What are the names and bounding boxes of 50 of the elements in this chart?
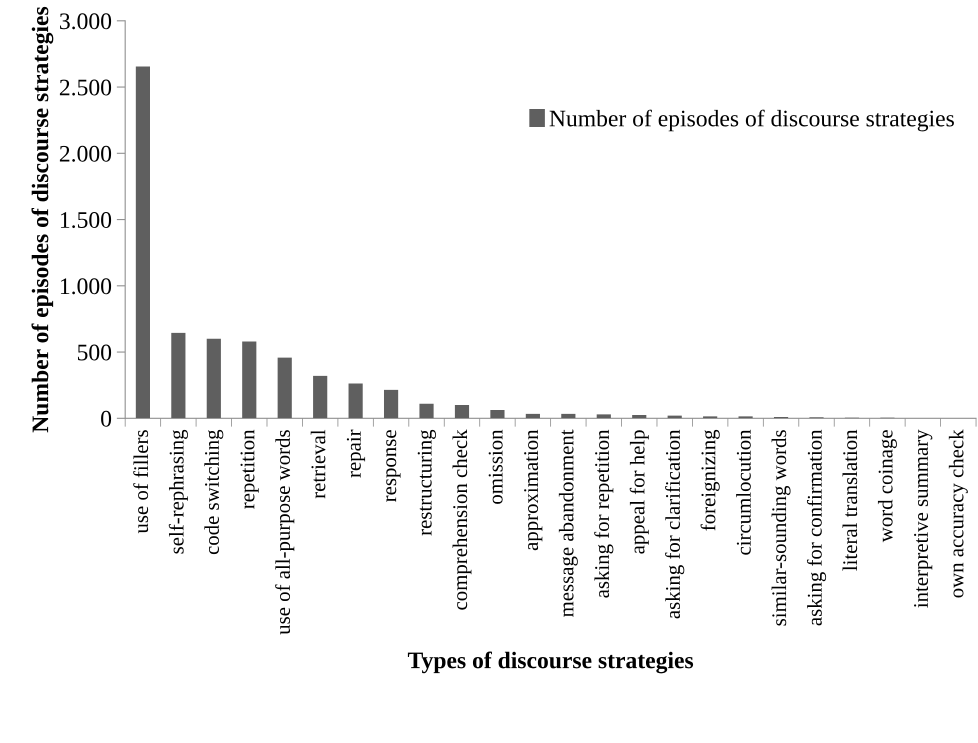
x-tick-label: self-rephrasing <box>168 430 188 554</box>
x-tick-label: appeal for help <box>630 430 649 554</box>
bar <box>596 414 611 418</box>
bar <box>242 341 256 418</box>
x-tick-label: circumlocution <box>736 430 751 555</box>
x-tick-label: use of fillers <box>133 430 148 534</box>
bar <box>490 410 505 418</box>
x-tick-label: interpretive summary <box>914 430 932 608</box>
x-tick-label: use of all-purpose words <box>275 430 294 635</box>
bar <box>454 405 470 418</box>
x-tick-label: approximation <box>524 430 542 550</box>
x-tick-label: asking for confirmation <box>806 430 826 626</box>
x-tick-label: repair <box>346 430 366 478</box>
y-axis-title: Number of episodes of discourse strategies <box>31 6 54 432</box>
x-tick-label: foreignizing <box>700 430 720 531</box>
x-tick-label: similar-sounding words <box>772 430 791 626</box>
x-tick-label: literal translation <box>842 430 858 571</box>
bar <box>526 414 540 418</box>
x-tick-label: code switching <box>204 430 224 554</box>
x-tick-label: asking for repetition <box>594 430 614 598</box>
x-tick-label: word coinage <box>878 430 897 542</box>
bar <box>313 376 328 418</box>
bar <box>206 338 221 418</box>
legend-label: Number of episodes of discourse strategies <box>550 110 954 132</box>
x-tick-label: retrieval <box>310 430 326 498</box>
x-tick-label: asking for clarification <box>665 430 684 618</box>
bar <box>171 332 186 418</box>
x-tick-label: restructuring <box>418 430 436 536</box>
x-tick-label: omission <box>488 430 503 504</box>
y-tick-label: 2.000 <box>60 146 112 162</box>
bar <box>419 404 434 418</box>
bar <box>136 66 150 418</box>
y-tick-label: 2.500 <box>60 80 112 96</box>
bar <box>278 358 292 418</box>
bar <box>384 390 398 418</box>
y-tick-label: 500 <box>78 344 112 360</box>
x-tick-label: message abandonment <box>558 430 578 618</box>
y-tick-label: 1.500 <box>60 212 112 228</box>
y-tick-label: 3.000 <box>60 13 112 30</box>
x-tick-label: repetition <box>240 430 259 509</box>
x-axis-title: Types of discourse strategies <box>408 651 694 674</box>
y-tick-label: 1.000 <box>60 278 112 294</box>
x-tick-label: own accuracy check <box>948 429 968 598</box>
bar <box>348 383 363 418</box>
bar <box>632 414 646 418</box>
x-tick-label: comprehension check <box>452 429 472 610</box>
y-tick-label: 0 <box>101 410 112 427</box>
bar <box>668 416 682 418</box>
x-tick-label: response <box>386 430 401 502</box>
bar <box>561 414 576 418</box>
